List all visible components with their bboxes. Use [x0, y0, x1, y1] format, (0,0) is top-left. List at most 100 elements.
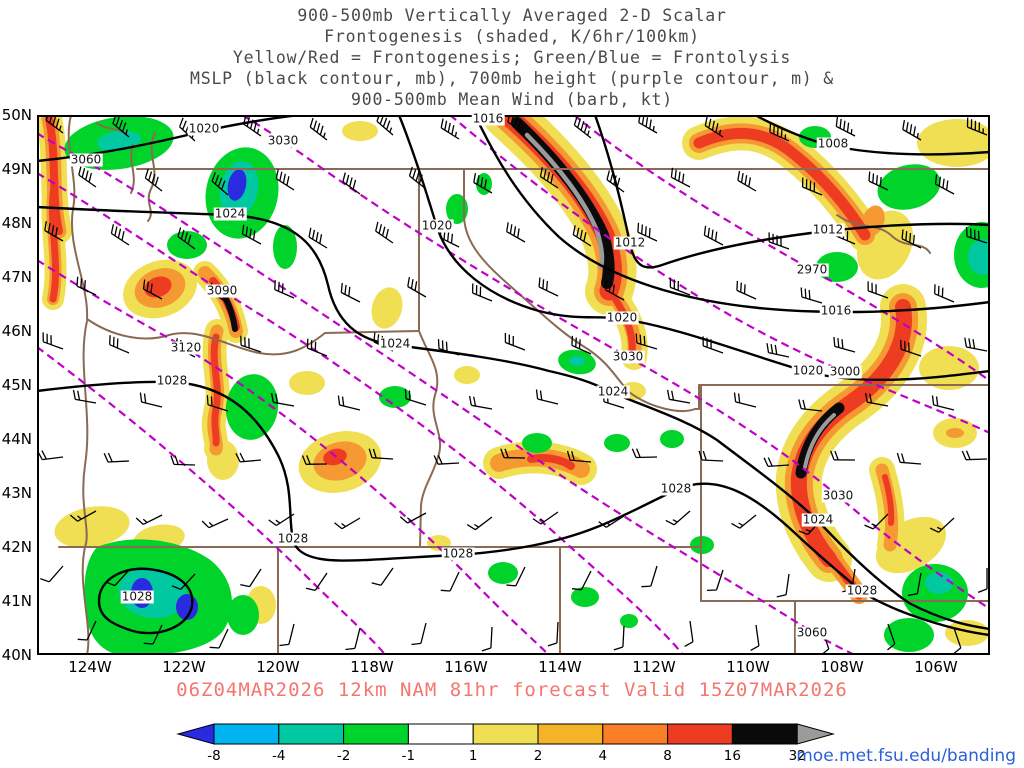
wind-barb: [867, 281, 889, 299]
wind-barb: [573, 115, 592, 139]
wind-barb: [833, 336, 856, 353]
wind-barb: [440, 571, 460, 592]
wind-barb: [143, 624, 163, 645]
forecast-info: 06Z04MAR2026 12km NAM 81hr forecast Vali…: [176, 679, 848, 701]
wind-barb: [243, 115, 262, 137]
wind-barb: [440, 118, 460, 140]
lon-label: 116W: [444, 658, 488, 676]
wind-barb: [274, 280, 295, 299]
wind-barb: [864, 392, 889, 407]
wind-barb: [345, 627, 361, 651]
wind-barb: [240, 568, 262, 588]
wind-barb: [206, 395, 229, 412]
colorbar-tick-label: 2: [534, 748, 543, 764]
lon-label: 106W: [914, 658, 958, 676]
wind-barb: [801, 177, 823, 196]
wind-barb: [598, 515, 625, 528]
wind-barb: [112, 115, 130, 138]
wind-barb: [566, 450, 592, 463]
wind-barb: [907, 572, 922, 597]
wind-barb: [641, 565, 658, 588]
wind-barb: [471, 283, 493, 302]
wind-barb: [798, 399, 823, 412]
title-line-1: 900-500mb Vertically Averaged 2-D Scalar: [297, 6, 727, 25]
wind-barb: [507, 115, 526, 135]
wind-barb: [171, 573, 196, 591]
site-watermark: moe.met.fsu.edu/banding: [796, 746, 1016, 766]
title-line-5: 900-500mb Mean Wind (barb, kt): [350, 90, 673, 109]
colorbar-tick-label: 4: [599, 748, 608, 764]
colorbar-cell: [537, 723, 604, 745]
wind-barb: [571, 335, 592, 355]
colorbar-tick-label: 8: [663, 748, 672, 764]
wind-barb: [337, 395, 361, 411]
wind-barb: [481, 626, 493, 652]
lon-label: 124W: [68, 658, 112, 676]
wind-barb: [901, 229, 922, 249]
wind-barb: [535, 389, 559, 405]
wind-barb: [896, 452, 922, 465]
lat-label: 47N: [1, 268, 32, 286]
wind-barb: [170, 455, 196, 466]
wind-barb: [473, 172, 493, 194]
wind-barb: [103, 452, 130, 463]
wind-barb: [177, 227, 196, 250]
wind-barb: [105, 569, 130, 587]
wind-barb: [703, 225, 724, 246]
wind-barb: [407, 276, 427, 298]
wind-barb: [69, 510, 97, 522]
wind-barb: [934, 174, 955, 195]
map-canvas: 1020 3030 1016 1008 3060 1024 1020 1012 1012 2970…: [37, 112, 990, 655]
title-line-2: Frontogenesis (shaded, K/6hr/100km): [324, 27, 700, 46]
colorbar-cell: [472, 723, 539, 745]
lon-label: 108W: [820, 658, 864, 676]
wind-barb: [666, 389, 691, 404]
wind-barb: [613, 625, 625, 651]
wind-barb: [437, 339, 460, 356]
wind-barb: [830, 450, 856, 461]
wind-barb: [201, 518, 229, 529]
wind-barb: [929, 517, 955, 533]
title-line-4: MSLP (black contour, mb), 700mb height (…: [189, 69, 835, 88]
wind-barb: [638, 115, 658, 134]
wind-barb: [340, 282, 361, 303]
colorbar-cell: [667, 723, 733, 745]
wind-barb: [375, 221, 394, 244]
wind-barb: [411, 622, 427, 646]
wind-barb: [547, 621, 559, 647]
lat-label: 45N: [1, 376, 32, 394]
wind-barb: [631, 448, 658, 459]
wind-barb: [702, 336, 724, 354]
wind-barb: [706, 569, 724, 592]
wind-barb: [144, 168, 163, 192]
wind-barb: [109, 335, 130, 354]
wind-barb: [571, 570, 592, 591]
wind-barb: [733, 392, 757, 408]
wind-barb: [433, 455, 460, 465]
wind-barb: [504, 333, 526, 351]
colorbar-cell: [407, 723, 474, 745]
colorbar-cell: [213, 723, 280, 745]
wind-barb: [572, 225, 592, 247]
wind-barb: [275, 169, 295, 191]
wind-barb: [342, 172, 361, 195]
wind-barb: [241, 224, 262, 245]
wind-barb: [966, 117, 988, 136]
wind-barb: [305, 572, 328, 592]
lat-label: 44N: [1, 430, 32, 448]
wind-barb: [538, 277, 559, 297]
colorbar-cell: [602, 723, 669, 745]
wind-barb: [736, 280, 757, 300]
wind-barb: [766, 343, 790, 358]
wind-barb: [637, 222, 658, 242]
wind-barb: [399, 512, 427, 524]
wind-barb: [684, 620, 694, 647]
wind-barb: [704, 116, 724, 138]
wind-barb: [78, 165, 97, 188]
lon-label: 118W: [350, 658, 394, 676]
wind-barb: [235, 452, 262, 463]
colorbar-tick-label: 1: [469, 748, 478, 764]
wind-barb: [371, 567, 394, 586]
lat-label: 46N: [1, 322, 32, 340]
lat-label: 41N: [1, 592, 32, 610]
